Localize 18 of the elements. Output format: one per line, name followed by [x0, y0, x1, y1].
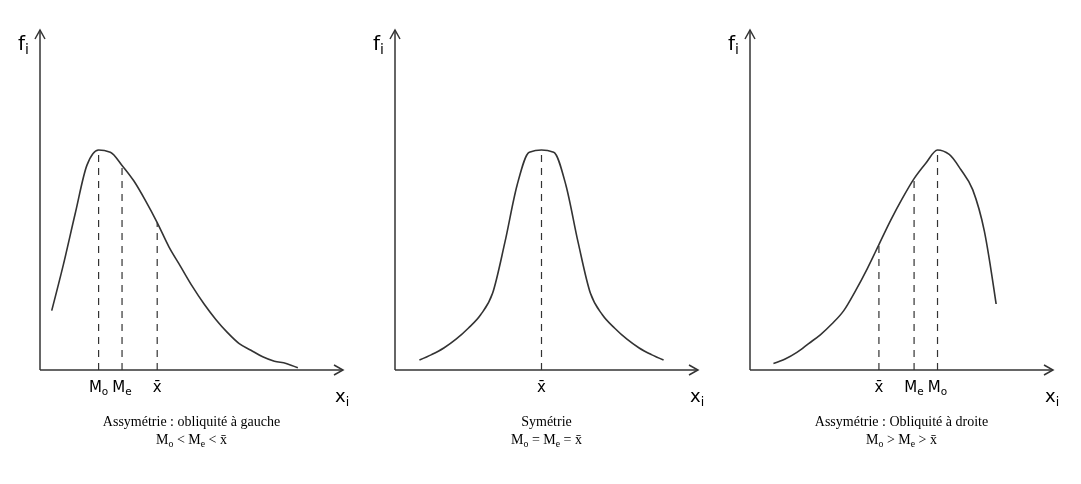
y-axis-title: f$_{i}$ [373, 31, 384, 58]
x-tick-label: x̄ [152, 378, 162, 396]
text: M$_{o}$ = M$_{e}$ = x̄ [511, 432, 582, 449]
x-axis-title: x$_{i}$ [690, 385, 705, 409]
x-tick-label: M$_{o}$ [88, 378, 109, 398]
x-tick-label: M$_{e}$ [112, 378, 132, 398]
x-tick-label: M$_{e}$ [904, 378, 924, 398]
x-tick-label: x̄ [874, 378, 884, 396]
text: Symétrie [521, 414, 572, 429]
text: M$_{o}$ < M$_{e}$ < x̄ [156, 432, 227, 449]
text: Assymétrie : obliquité à gauche [102, 414, 281, 429]
y-axis-title: f$_{i}$ [728, 31, 739, 58]
y-axis-title: f$_{i}$ [18, 31, 29, 58]
x-axis-title: x$_{i}$ [1045, 385, 1060, 409]
text: M$_{o}$ > M$_{e}$ > x̄ [866, 432, 937, 449]
x-axis-title: x$_{i}$ [335, 385, 350, 409]
x-tick-label: M$_{o}$ [927, 378, 948, 398]
text: Assymétrie : Obliquité à droite [814, 414, 989, 429]
